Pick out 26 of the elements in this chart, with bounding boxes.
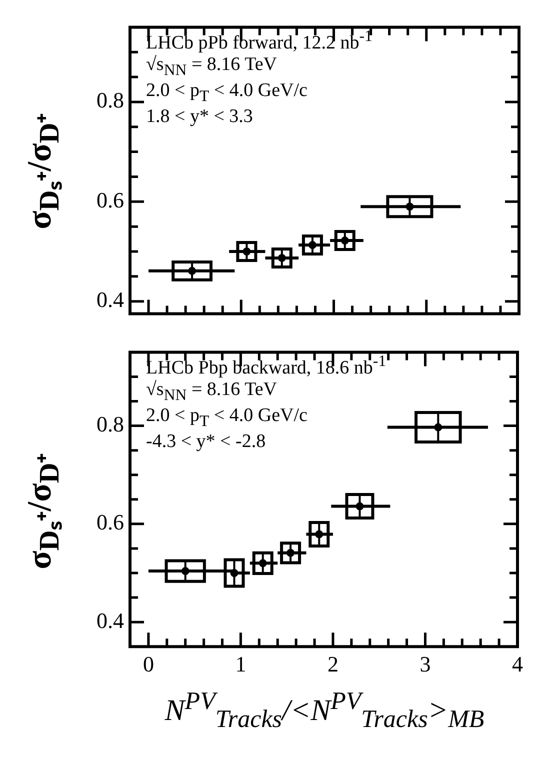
point — [308, 520, 330, 548]
point — [302, 234, 323, 256]
x-tick-label: 1 — [235, 652, 246, 677]
x-tick-label: 2 — [327, 652, 338, 677]
x-axis-title: N$^{PV}$$_{Tracks}$/<N$^{PV}$$_{Tracks}$>$_{MB}$ — [164, 688, 486, 734]
annotation: 2.0 < p$_{T}$ < 4.0 GeV/c — [146, 80, 308, 106]
x-tick-label: 4 — [512, 652, 523, 677]
point — [280, 542, 302, 564]
y-tick-label: 0.6 — [96, 187, 124, 212]
annotation: 2.0 < p$_{T}$ < 4.0 GeV/c — [146, 405, 308, 432]
y-tick-label: 0.8 — [96, 88, 124, 113]
y-tick-label: 0.4 — [96, 287, 124, 312]
point — [224, 558, 245, 588]
point — [334, 230, 356, 251]
annotation: 1.8 < y* < 3.3 — [146, 106, 254, 128]
y-tick-label: 0.6 — [96, 510, 124, 535]
annotation: -4.3 < y* < -2.8 — [146, 431, 267, 453]
annotation: √s$_{NN}$ = 8.16 TeV — [146, 54, 278, 80]
point — [271, 248, 292, 268]
point — [236, 241, 258, 262]
annotation: √s$_{NN}$ = 8.16 TeV — [146, 379, 278, 406]
x-tick-label: 3 — [420, 652, 431, 677]
y-tick-label: 0.8 — [96, 412, 124, 437]
point — [252, 551, 274, 575]
x-tick-label: 0 — [142, 652, 154, 677]
y-tick-label: 0.4 — [96, 608, 124, 633]
